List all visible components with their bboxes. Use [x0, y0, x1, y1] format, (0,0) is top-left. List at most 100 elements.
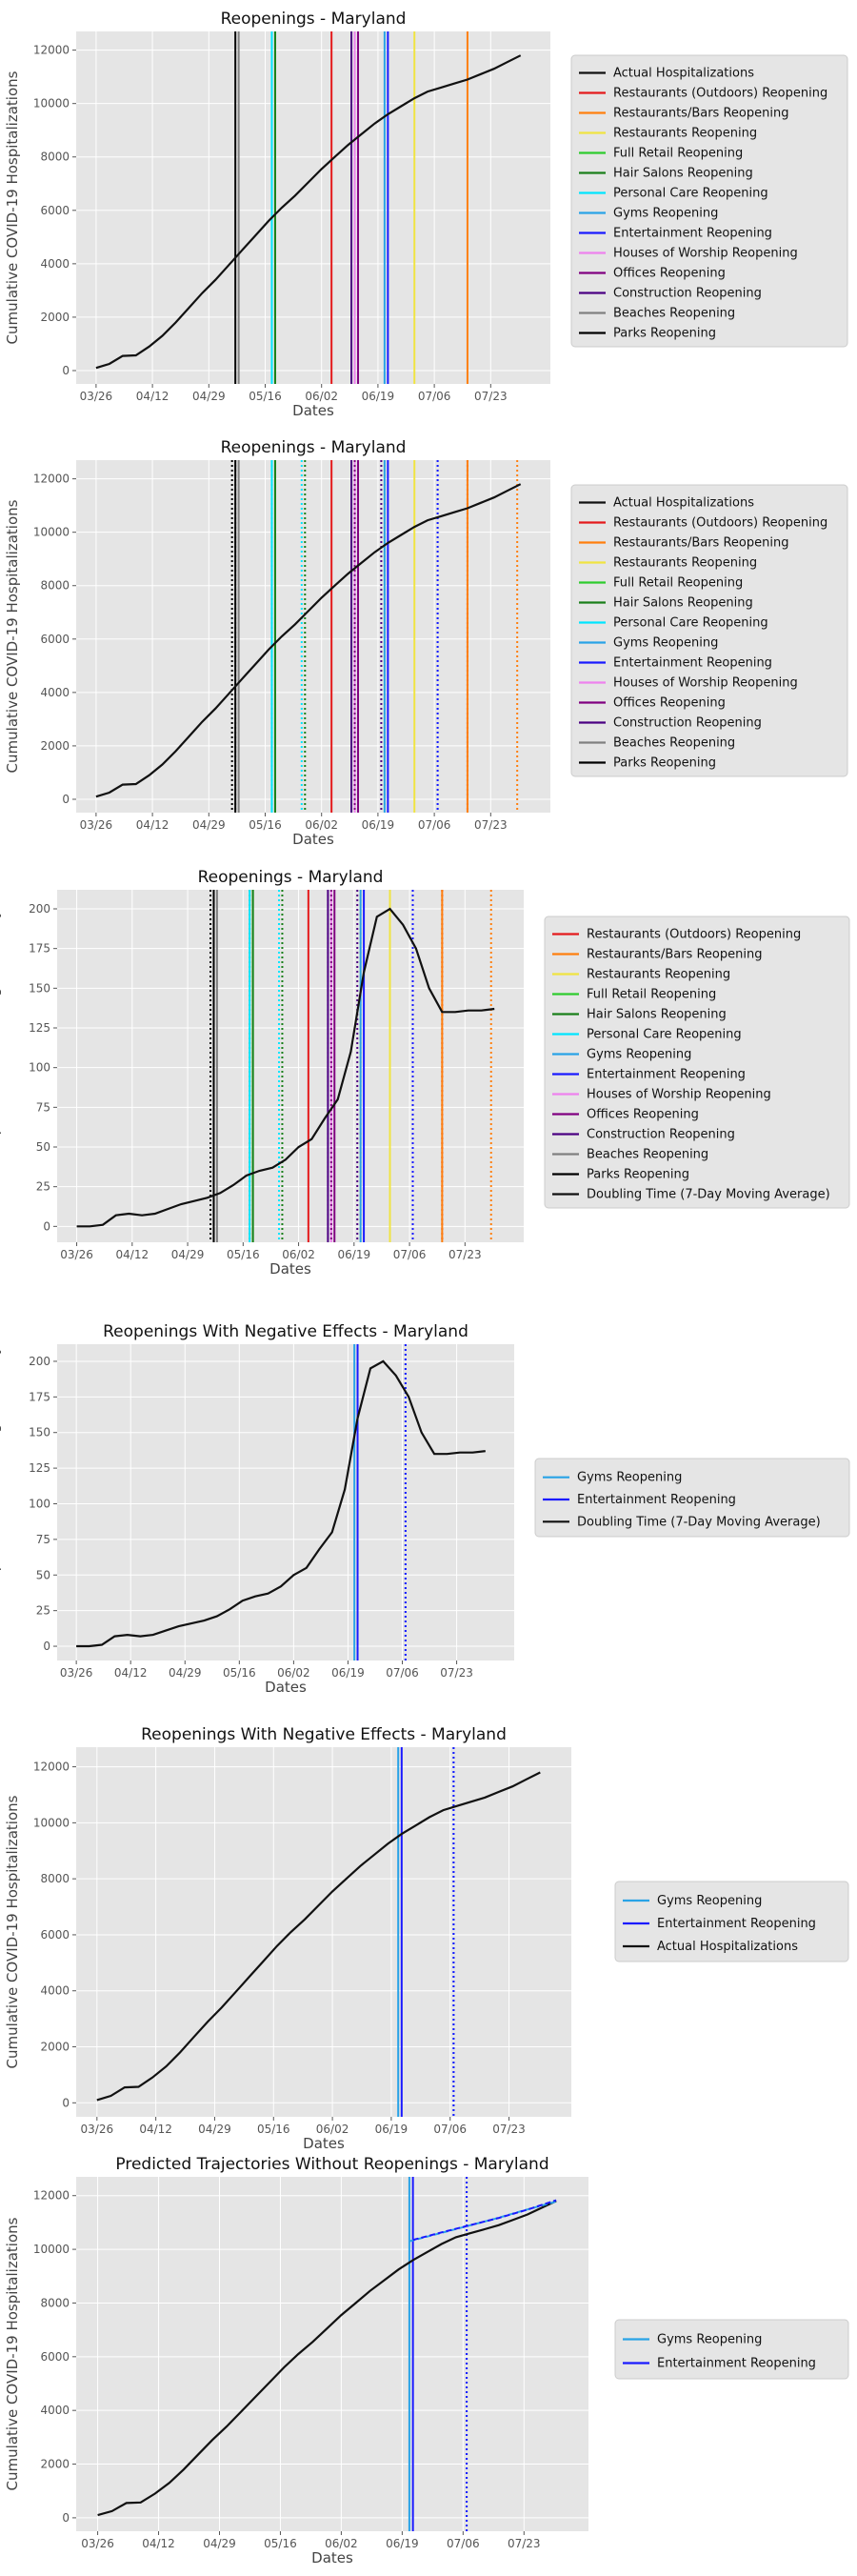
x-tick-label: 06/02	[305, 818, 338, 832]
y-tick-label: 10000	[33, 1816, 70, 1829]
x-tick-label: 06/02	[316, 2123, 349, 2136]
plot-area	[76, 460, 550, 813]
legend-label-gyms-reopening: Gyms Reopening	[613, 636, 718, 651]
x-axis-label: Dates	[311, 2549, 353, 2566]
x-tick-label: 07/23	[474, 390, 508, 403]
legend: Restaurants (Outdoors) Reopening Restaura…	[544, 916, 850, 1209]
x-tick-label: 05/16	[249, 818, 282, 832]
y-tick-label: 4000	[40, 1984, 70, 1998]
x-tick-label: 04/12	[136, 818, 169, 832]
legend-box	[544, 916, 850, 1209]
chart-title: Reopenings - Maryland	[221, 10, 407, 29]
x-tick-label: 04/29	[198, 2123, 231, 2136]
legend-label-entertainment-reopening: Entertainment Reopening	[577, 1493, 736, 1507]
y-axis-label: COVID-19 Hospitalization Doubling Time (…	[0, 896, 2, 1236]
legend-label-construction-reopening: Construction Reopening	[613, 287, 762, 301]
y-tick-label: 25	[36, 1604, 50, 1618]
legend-label-actual-hospitalizations: Actual Hospitalizations	[613, 67, 754, 81]
y-tick-label: 10000	[33, 2243, 70, 2256]
legend-label-offices-reopening: Offices Reopening	[587, 1108, 699, 1122]
legend-label-restaurants-outdoors-reopening: Restaurants (Outdoors) Reopening	[613, 87, 827, 101]
y-tick-label: 0	[62, 2511, 70, 2525]
legend-label-doubling-time-7-day-moving-average: Doubling Time (7-Day Moving Average)	[587, 1188, 830, 1202]
hospitalizations-line	[95, 483, 522, 798]
legend-label-construction-reopening: Construction Reopening	[613, 716, 762, 731]
chart-6: 0 2000 4000 6000 8000 10000 12000 03/26 04/12 04/…	[4, 2155, 849, 2566]
y-tick-label: 4000	[40, 257, 70, 271]
y-tick-label: 75	[36, 1533, 50, 1546]
x-tick-label: 06/19	[386, 2537, 419, 2550]
x-tick-label: 04/12	[114, 1666, 148, 1680]
plot-area	[57, 1344, 514, 1660]
legend-label-restaurants-bars-reopening: Restaurants/Bars Reopening	[613, 107, 788, 121]
x-tick-label: 03/26	[80, 818, 113, 832]
legend-label-entertainment-reopening: Entertainment Reopening	[657, 1917, 816, 1931]
legend-label-restaurants-bars-reopening: Restaurants/Bars Reopening	[613, 536, 788, 551]
x-tick-label: 06/19	[362, 390, 395, 403]
x-tick-label: 06/02	[325, 2537, 358, 2550]
chart-title: Reopenings With Negative Effects - Maryl…	[103, 1322, 468, 1341]
legend-label-parks-reopening: Parks Reopening	[613, 756, 716, 771]
y-axis-label: Cumulative COVID-19 Hospitalizations	[4, 2217, 21, 2490]
legend-label-restaurants-reopening: Restaurants Reopening	[587, 968, 730, 982]
y-tick-label: 200	[29, 902, 50, 916]
x-tick-label: 04/29	[169, 1666, 202, 1680]
y-axis-label: COVID-19 Hospitalization Doubling Time (…	[0, 1333, 2, 1672]
chart-2: 0 2000 4000 6000 8000 10000 12000 03/26 04/12 04/…	[4, 438, 848, 848]
legend: Gyms Reopening Entertainment Reopening Dou…	[534, 1458, 850, 1538]
y-tick-label: 10000	[33, 97, 70, 111]
y-tick-label: 12000	[33, 44, 70, 57]
legend-box	[614, 2319, 849, 2380]
x-tick-label: 07/23	[440, 1666, 473, 1680]
plot-area	[57, 890, 524, 1242]
y-tick-label: 50	[36, 1568, 50, 1581]
x-tick-label: 07/23	[448, 1248, 482, 1261]
y-tick-label: 175	[29, 1390, 50, 1403]
doubling-time-line	[76, 1359, 486, 1648]
y-tick-label: 12000	[33, 473, 70, 486]
legend: Gyms Reopening Entertainment Reopening	[614, 2319, 849, 2380]
chart-3: 0 25 50 75 100 125 150 175 200 03/26 04/12 04/29 05/…	[0, 868, 850, 1278]
y-tick-label: 100	[29, 1497, 50, 1510]
chart-title: Predicted Trajectories Without Reopening…	[115, 2155, 548, 2174]
chart-5: 0 2000 4000 6000 8000 10000 12000 03/26 04/12 04/…	[4, 1725, 849, 2152]
x-axis-label: Dates	[292, 402, 334, 419]
legend-label-restaurants-outdoors-reopening: Restaurants (Outdoors) Reopening	[613, 516, 827, 531]
chart-title: Reopenings With Negative Effects - Maryl…	[141, 1725, 507, 1744]
x-tick-label: 06/02	[277, 1666, 310, 1680]
y-tick-label: 4000	[40, 2404, 70, 2417]
y-tick-label: 8000	[40, 151, 70, 164]
legend-label-parks-reopening: Parks Reopening	[587, 1168, 689, 1182]
x-axis-label: Dates	[303, 2135, 345, 2152]
legend-label-hair-salons-reopening: Hair Salons Reopening	[613, 596, 753, 611]
x-tick-label: 04/29	[192, 390, 226, 403]
x-tick-label: 07/06	[386, 1666, 419, 1680]
y-tick-label: 175	[29, 942, 50, 956]
x-tick-label: 05/16	[223, 1666, 256, 1680]
x-tick-label: 07/06	[447, 2537, 480, 2550]
legend-label-personal-care-reopening: Personal Care Reopening	[613, 187, 768, 201]
y-tick-label: 150	[29, 1426, 50, 1439]
legend-label-gyms-reopening: Gyms Reopening	[657, 2333, 762, 2347]
legend: Gyms Reopening Entertainment Reopening Act…	[614, 1881, 849, 1962]
legend-label-houses-of-worship-reopening: Houses of Worship Reopening	[587, 1088, 771, 1102]
x-tick-label: 04/12	[142, 2537, 175, 2550]
y-tick-label: 6000	[40, 633, 70, 646]
x-tick-label: 03/26	[81, 2123, 114, 2136]
legend-label-houses-of-worship-reopening: Houses of Worship Reopening	[613, 676, 798, 691]
legend-label-hair-salons-reopening: Hair Salons Reopening	[613, 167, 753, 181]
y-axis-label: Cumulative COVID-19 Hospitalizations	[4, 499, 21, 773]
plot-area	[76, 2177, 588, 2531]
legend-label-gyms-reopening: Gyms Reopening	[613, 207, 718, 221]
y-tick-label: 2000	[40, 739, 70, 753]
plot-area	[76, 31, 550, 384]
chart-title: Reopenings - Maryland	[198, 868, 384, 887]
legend-label-offices-reopening: Offices Reopening	[613, 267, 726, 281]
y-tick-label: 100	[29, 1061, 50, 1075]
x-tick-label: 05/16	[227, 1248, 260, 1261]
legend-label-doubling-time-7-day-moving-average: Doubling Time (7-Day Moving Average)	[577, 1515, 821, 1529]
y-tick-label: 125	[29, 1021, 50, 1035]
legend: Actual Hospitalizations Restaurants (Outd…	[570, 484, 848, 777]
y-tick-label: 12000	[33, 1761, 70, 1774]
